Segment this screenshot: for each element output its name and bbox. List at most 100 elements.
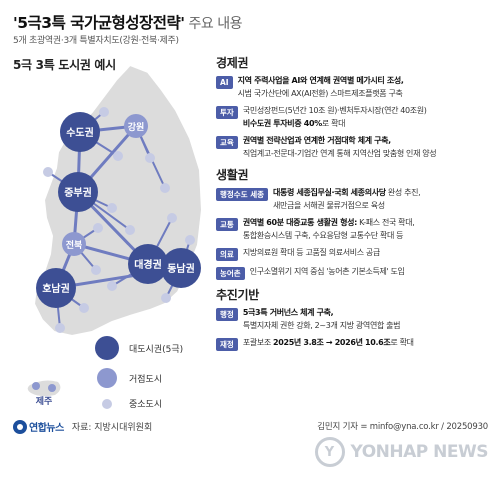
policy-text: 인구소멸위기 지역 중심 '농어촌 기본소득제' 도입	[250, 266, 405, 279]
highlight-text: 권역별 전략산업과 연계한 거점대학 체계 구축,	[242, 136, 391, 145]
yonhap-logo-icon	[13, 419, 27, 434]
body-text: 특별지자체 권한 강화, 2~3개 지방 광역연합 출범	[242, 320, 401, 330]
small-city-dot	[185, 235, 195, 245]
policy-line: 특별지자체 권한 강화, 2~3개 지방 광역연합 출범	[242, 320, 401, 333]
region-circle	[128, 244, 168, 284]
page-subtitle: 5개 초광역권·3개 특별자치도(강원·전북·제주)	[13, 36, 179, 46]
legend-small-dot	[102, 398, 112, 409]
credit-text: 김민지 기자 = minfo@yna.co.kr / 20250930	[317, 422, 488, 432]
policy-text: 권역별 전략산업과 연계한 거점대학 체계 구축, 직업계고-전문대-기업간 연계…	[243, 135, 437, 161]
region-label: 호남권	[42, 282, 70, 295]
category-badge: 투자	[216, 106, 238, 119]
region-circle	[161, 248, 201, 288]
region-circle	[60, 112, 100, 152]
watermark: Y YONHAP NEWS	[314, 437, 489, 467]
region-label: 수도권	[66, 127, 94, 139]
policy-line: 국민성장펀드(5년간 10조 원)·벤처투자시장(연간 40조원)	[243, 105, 427, 118]
small-city-dot	[93, 223, 103, 233]
policy-line: 지역 주력사업을 AI와 연계해 권역별 메가시티 조성,	[238, 75, 404, 88]
policy-text: 포괄보조 2025년 3.8조 → 2026년 10.6조로 확대	[243, 337, 414, 350]
small-city-dot	[160, 183, 170, 193]
body-text: 지방의료원 확대 등 고품질 의료서비스 공급	[242, 248, 381, 257]
highlight-text: 비수도권 투자비중 40%	[242, 118, 322, 128]
small-city-dot	[43, 167, 53, 177]
region-circle	[124, 114, 148, 138]
policy-text: 5극3특 거버넌스 체계 구축, 특별지자체 권한 강화, 2~3개 지방 광역연…	[242, 307, 401, 333]
body-text: 국민성장펀드(5년간 10조 원)·벤처투자시장(연간 40조원)	[242, 106, 427, 115]
small-city-dot	[99, 107, 109, 117]
body-text: 로 확대	[390, 338, 414, 347]
small-city-dot	[55, 323, 65, 333]
policy-line: 비수도권 투자비중 40%로 확대	[243, 118, 427, 131]
highlight-text: 2025년 3.8조 → 2026년 10.6조	[273, 338, 391, 347]
policy-line: 인구소멸위기 지역 중심 '농어촌 기본소득제' 도입	[250, 266, 405, 279]
legend-small: 중소도시	[102, 397, 162, 410]
category-badge: 의료	[216, 248, 238, 261]
category-badge: 행정	[216, 308, 238, 321]
body-text: 시범 국가산단에 AX(AI전환) 스마트제조플랫폼 구축	[237, 88, 403, 98]
policy-item: 교육 권역별 전략산업과 연계한 거점대학 체계 구축, 직업계고-전문대-기업간 …	[216, 135, 494, 160]
category-badge: 농어촌	[216, 267, 245, 280]
category-badge: 재정	[216, 338, 238, 351]
policy-line: 권역별 전략산업과 연계한 거점대학 체계 구축,	[243, 135, 436, 148]
body-text: 완성 추진,	[385, 188, 421, 197]
legend-large-dot	[95, 336, 119, 360]
body-text: 로 확대	[321, 118, 346, 128]
policy-line: 시범 국가산단에 AX(AI전환) 스마트제조플랫폼 구축	[238, 88, 404, 101]
region-label: 강원	[128, 121, 145, 133]
jeju-city-dot	[48, 384, 56, 392]
policy-text: 지역 주력사업을 AI와 연계해 권역별 메가시티 조성, 시범 국가산단에 AX…	[238, 75, 404, 100]
content-panel: 경제권 AI 지역 주력사업을 AI와 연계해 권역별 메가시티 조성, 시범 국가산…	[216, 54, 494, 356]
policy-text: 권역별 60분 대중교통 생활권 형성: K-패스 전국 확대, 통합환승시스템 …	[243, 217, 415, 242]
region-label: 중부권	[64, 187, 92, 199]
section-title: 생활권	[216, 168, 249, 182]
section-title: 추진기반	[216, 288, 259, 302]
legend-small-label: 중소도시	[129, 400, 163, 410]
region-label: 대경권	[134, 258, 162, 271]
category-badge: 교육	[216, 136, 238, 149]
watermark-text: YONHAP NEWS	[350, 442, 489, 462]
legend-large: 대도시권(5극)	[95, 336, 183, 360]
legend-large-label: 대도시권(5극)	[129, 344, 184, 355]
region-circle	[62, 232, 86, 256]
body-text: K-패스 전국 확대,	[356, 218, 415, 227]
category-badge: AI	[216, 76, 233, 89]
title-main: '5극3특 국가균형성장전략'	[13, 14, 185, 32]
region-circle	[58, 172, 98, 212]
policy-item: 행정 5극3특 거버넌스 체계 구축, 특별지자체 권한 강화, 2~3개 지방 광…	[216, 307, 494, 332]
policy-line: 포괄보조 2025년 3.8조 → 2026년 10.6조로 확대	[243, 337, 414, 350]
small-city-dot	[91, 265, 101, 275]
policy-line: 직업계고-전문대-기업간 연계 통해 지역산업 맞춤형 인재 양성	[243, 148, 437, 161]
policy-item: 행정수도 세종 대통령 세종집무실·국회 세종의사당 완성 추진, 새만금을 서해권…	[216, 187, 494, 212]
policy-text: 국민성장펀드(5년간 10조 원)·벤처투자시장(연간 40조원) 비수도권 투자…	[243, 105, 427, 130]
jeju-city-dot	[32, 382, 40, 390]
policy-line: 새만금을 서해권 물류거점으로 육성	[273, 200, 420, 213]
policy-item: 의료 지방의료원 확대 등 고품질 의료서비스 공급	[216, 247, 494, 261]
policy-text: 대통령 세종집무실·국회 세종의사당 완성 추진, 새만금을 서해권 물류거점으로…	[273, 187, 421, 213]
small-city-dot	[125, 225, 135, 235]
policy-line: 통합환승시스템 구축, 수요응답형 교통수단 확대 등	[243, 230, 415, 243]
highlight-text: 대통령 세종집무실·국회 세종의사당	[273, 188, 386, 197]
body-text: 인구소멸위기 지역 중심 '농어촌 기본소득제' 도입	[249, 267, 405, 276]
policy-line: 권역별 60분 대중교통 생활권 형성: K-패스 전국 확대,	[243, 217, 415, 230]
policy-item: 투자 국민성장펀드(5년간 10조 원)·벤처투자시장(연간 40조원) 비수도권 …	[216, 105, 494, 130]
policy-line: 대통령 세종집무실·국회 세종의사당 완성 추진,	[273, 187, 421, 200]
policy-item: AI 지역 주력사업을 AI와 연계해 권역별 메가시티 조성, 시범 국가산단에 …	[216, 75, 494, 100]
city-nodes	[32, 107, 201, 392]
region-label: 제주	[36, 395, 53, 407]
small-city-dot	[79, 303, 89, 313]
region-circle	[36, 268, 76, 308]
source-block: 연합뉴스 자료: 지방시대위원회	[13, 419, 152, 434]
policy-item: 교통 권역별 60분 대중교통 생활권 형성: K-패스 전국 확대, 통합환승시스…	[216, 217, 494, 242]
small-city-dot	[145, 153, 155, 163]
section-title: 경제권	[216, 56, 249, 70]
policy-line: 지방의료원 확대 등 고품질 의료서비스 공급	[242, 247, 381, 260]
body-text: 통합환승시스템 구축, 수요응답형 교통수단 확대 등	[242, 230, 404, 240]
small-city-dot	[167, 213, 177, 223]
category-badge: 교통	[216, 218, 238, 231]
highlight-text: 권역별 60분 대중교통 생활권 형성:	[242, 218, 358, 227]
small-city-dot	[107, 281, 117, 291]
policy-item: 재정 포괄보조 2025년 3.8조 → 2026년 10.6조로 확대	[216, 337, 494, 351]
